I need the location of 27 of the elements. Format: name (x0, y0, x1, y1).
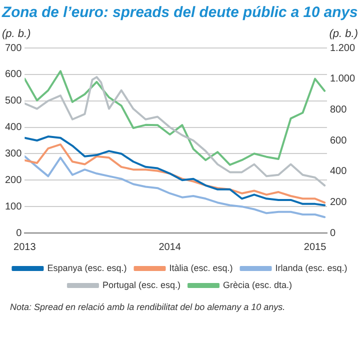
y-tick-label: 0 (16, 228, 22, 239)
x-tick-label: 2014 (158, 242, 182, 253)
x-tick-label: 2013 (14, 242, 36, 253)
y2-tick-label: 1.200 (330, 42, 356, 54)
y2-tick-label: 0 (330, 228, 336, 239)
y2-tick-label: 400 (330, 166, 348, 178)
chart-title: Zona de l’euro: spreads del deute públic a 10 anys (1, 4, 358, 22)
legend-label: Portugal (esc. esq.) (102, 280, 181, 290)
legend-label: Grècia (esc. dta.) (223, 280, 292, 290)
x-tick-label: 2015 (304, 242, 327, 253)
y-axis-title: (p. b.) (2, 28, 32, 40)
y2-axis-title: (p. b.) (329, 28, 358, 40)
y2-tick-label: 800 (330, 104, 348, 116)
y2-tick-label: 600 (330, 135, 348, 146)
y2-tick-label: 1.000 (330, 74, 356, 85)
y-tick-label: 300 (4, 148, 22, 160)
y-tick-label: 100 (4, 201, 22, 212)
text: Nota: Spread en relació amb la rendibilitat del bo alemany a 10 anys. (10, 302, 286, 312)
y-tick-label: 400 (4, 122, 22, 134)
y-tick-label: 600 (4, 69, 22, 80)
legend-label: Espanya (esc. esq.) (47, 262, 127, 273)
legend-label: Itàlia (esc. esq.) (169, 262, 233, 273)
legend-label: Irlanda (esc. esq.) (275, 262, 348, 273)
y-tick-label: 500 (4, 96, 22, 107)
y2-tick-label: 200 (330, 196, 348, 208)
y-tick-label: 700 (4, 42, 22, 54)
y-tick-label: 200 (4, 174, 22, 186)
